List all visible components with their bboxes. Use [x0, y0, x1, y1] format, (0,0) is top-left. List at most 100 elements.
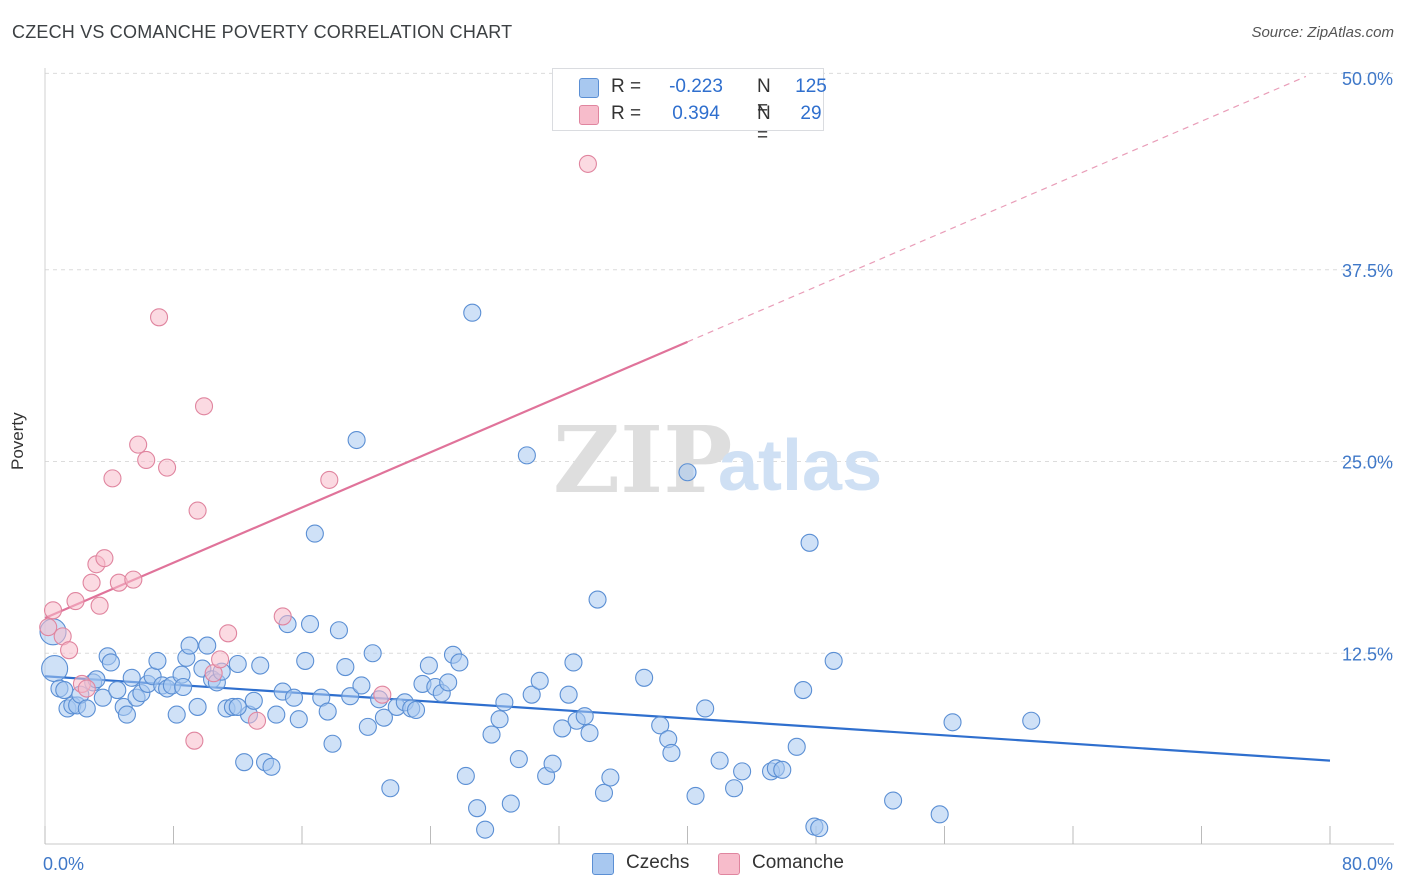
czechs-point — [167, 705, 186, 724]
czechs-point — [122, 668, 141, 687]
y-axis-label: Poverty — [8, 412, 27, 470]
czechs-point — [824, 651, 843, 670]
czechs-point — [406, 700, 426, 720]
czechs-point — [1022, 711, 1041, 730]
comanche-point — [137, 450, 156, 470]
czechs-point — [601, 768, 620, 787]
czechs-point — [235, 753, 254, 772]
czechs-point — [300, 615, 320, 634]
comanche-point — [60, 641, 79, 660]
czechs-point — [495, 693, 514, 712]
czechs-point — [564, 653, 583, 672]
comanche-trend-extension — [687, 75, 1307, 343]
legend-label: Czechs — [626, 852, 690, 873]
comanche-point — [247, 711, 267, 730]
czechs-point — [662, 743, 681, 763]
czechs-point — [884, 791, 903, 810]
comanche-trend-line — [44, 340, 688, 619]
czechs-point — [262, 757, 281, 776]
comanche-point — [211, 650, 230, 669]
czechs-point — [244, 691, 263, 710]
czechs-point — [580, 723, 599, 743]
czechs-point — [117, 705, 136, 724]
r-value: 0.394 — [672, 103, 720, 124]
n-label: N = — [757, 103, 771, 146]
comanche-point — [43, 601, 63, 620]
comanche-point — [185, 731, 204, 750]
czechs-point — [696, 699, 715, 718]
n-label: N = — [757, 76, 771, 119]
czechs-point — [530, 671, 549, 690]
czechs-point — [341, 687, 360, 706]
czechs-point — [773, 760, 792, 779]
czechs-point — [678, 463, 697, 482]
czechs-point — [522, 685, 541, 704]
trend-lines — [44, 75, 1331, 762]
watermark-zip: ZIP — [553, 406, 732, 514]
y-tick-label: 25.0% — [1342, 453, 1393, 473]
czechs-point — [710, 751, 729, 770]
czechs-point — [419, 656, 438, 675]
czechs-point — [509, 750, 528, 769]
czechs-point — [482, 725, 501, 744]
comanche-point — [90, 596, 109, 615]
czechs-point — [501, 794, 520, 813]
czechs-point — [174, 677, 193, 697]
source-credit: Source: ZipAtlas.com — [1251, 24, 1394, 41]
czechs-point — [594, 783, 614, 802]
czechs-point — [296, 651, 315, 670]
comanche-point — [77, 679, 96, 698]
comanche-point — [66, 592, 85, 611]
comanche-point — [194, 397, 214, 416]
czechs-point — [575, 707, 594, 726]
czechs-point — [463, 303, 482, 322]
y-tick-label: 12.5% — [1342, 644, 1393, 664]
czechs-point — [336, 658, 355, 677]
r-label: R = — [611, 103, 642, 124]
czechs-point — [686, 786, 705, 805]
comanche-point — [578, 154, 597, 173]
czechs-point — [358, 717, 377, 736]
czechs-point — [77, 699, 96, 718]
comanche-point — [82, 573, 101, 592]
czechs-point — [363, 644, 382, 663]
czechs-point — [588, 590, 607, 609]
comanche-point — [95, 549, 114, 568]
czechs-point — [381, 779, 400, 798]
czechs-point — [180, 636, 199, 655]
czechs-point — [251, 656, 270, 675]
legend-label: Comanche — [752, 852, 844, 873]
chart-title: CZECH VS COMANCHE POVERTY CORRELATION CH… — [12, 22, 513, 42]
czechs-point — [267, 705, 286, 724]
data-points — [39, 154, 1041, 839]
comanche-point — [373, 685, 392, 704]
czechs-point — [476, 820, 495, 839]
czechs-point — [725, 779, 744, 798]
czechs-point — [228, 697, 247, 716]
czechs-point — [374, 708, 393, 727]
comanche-point — [149, 308, 169, 327]
czechs-point — [787, 737, 806, 756]
czechs-point — [553, 719, 572, 738]
czechs-point — [198, 636, 217, 655]
comanche-point — [188, 501, 207, 520]
czechs-point — [188, 697, 207, 716]
czechs-point — [800, 533, 819, 552]
czechs-point — [352, 676, 371, 695]
n-value: 29 — [800, 103, 822, 124]
czechs-point — [55, 681, 74, 700]
comanche-point — [124, 570, 143, 589]
czechs-point — [490, 710, 509, 729]
czechs-point — [284, 688, 304, 707]
czechs-point — [41, 655, 69, 683]
r-label: R = — [611, 76, 642, 97]
czechs-point — [543, 754, 562, 773]
n-value: 125 — [795, 76, 827, 97]
czechs-point — [468, 799, 487, 818]
comanche-point — [158, 458, 177, 477]
czechs-swatch — [579, 78, 599, 98]
y-tick-label: 37.5% — [1342, 261, 1393, 281]
tick-labels: 12.5% 25.0% 37.5% 50.0% 0.0% 80.0% — [43, 69, 1393, 874]
czechs-point — [517, 446, 536, 465]
